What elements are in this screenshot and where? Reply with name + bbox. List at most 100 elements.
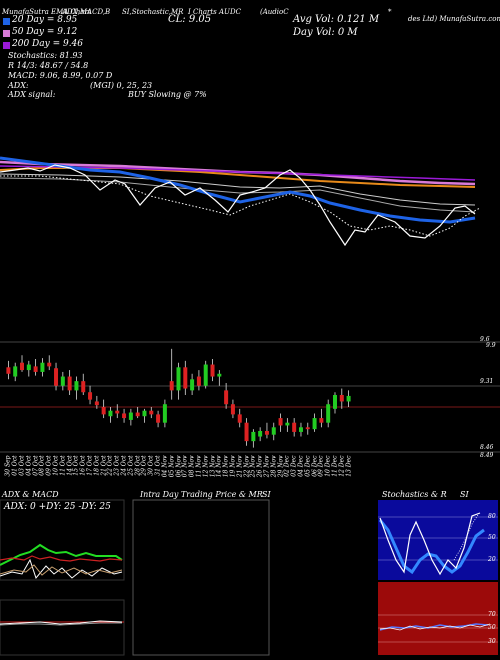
intraday-title: Intra Day Trading Price & MR <box>140 490 263 499</box>
candle-body <box>258 431 263 437</box>
rsi-label-50: 50 <box>488 624 496 631</box>
adx-white-line <box>0 558 123 580</box>
price-axis-high: 9.6 <box>480 336 490 343</box>
header-title-4: I Charts AUDC <box>188 8 241 16</box>
intraday-si: SI <box>262 490 271 499</box>
stoch-blue-line <box>378 519 485 575</box>
stoch-panel-bg <box>378 500 498 580</box>
adx-panel-frame <box>0 499 125 581</box>
rsi-label-30: 30 <box>488 638 496 645</box>
candle-body <box>33 366 38 372</box>
header-title-5: (AudioC <box>260 8 289 16</box>
candle-body <box>81 381 86 393</box>
candle-body <box>115 410 120 414</box>
adx-red-line <box>0 555 123 562</box>
adx-signal-label: ADX signal: <box>8 90 56 99</box>
price-axis-low2: 8.49 <box>480 452 494 459</box>
candle-body <box>54 368 59 386</box>
header-title-2: ADX,MACD,B <box>62 8 111 16</box>
candle-body <box>203 364 208 386</box>
date-tick-label: 03 Oct <box>18 455 26 476</box>
candle-body <box>183 367 188 389</box>
macd-panel-frame <box>0 599 125 656</box>
stoch-dotted-line <box>453 514 479 561</box>
candle-body <box>305 427 310 430</box>
r-line-value: R 14/3: 48.67 / 54.8 <box>8 61 89 70</box>
date-tick-label: 11 Oct <box>59 455 67 476</box>
date-tick-label: 04 Dec <box>297 455 305 477</box>
date-tick-label: 19 Nov <box>229 455 237 478</box>
intraday-panel-frame <box>132 499 270 656</box>
candle-body <box>169 381 174 391</box>
rsi-panel-bg <box>378 582 498 655</box>
candle-body <box>47 362 52 367</box>
star-mark: * <box>388 8 392 16</box>
candle-body <box>122 413 127 419</box>
candle-body <box>128 412 133 420</box>
candle-body <box>224 390 229 405</box>
header-title-6: des Ltd) MunafaSutra.com <box>408 15 500 23</box>
price-dotted-line <box>0 175 481 237</box>
candle-body <box>74 381 79 391</box>
candle-body <box>135 412 140 417</box>
rsi-blue-line <box>379 623 489 631</box>
date-tick-label: 04 Nov <box>161 455 169 478</box>
avg-volume: Avg Vol: 0.121 M <box>293 14 380 25</box>
candle-body <box>339 395 344 402</box>
macd-white-line <box>0 620 123 625</box>
candle-body <box>251 431 256 442</box>
stoch-label-50: 50 <box>488 534 496 541</box>
candle-body <box>319 418 324 423</box>
buy-signal: BUY Slowing @ 7% <box>128 90 207 99</box>
price-white-line <box>0 164 476 247</box>
header-title-3: SI,Stochastic,MR <box>122 8 184 16</box>
macd-gray-line <box>0 622 122 626</box>
candle-body <box>285 422 290 426</box>
legend-200day-label: 200 Day = 9.46 <box>12 39 84 49</box>
candle-body <box>108 410 113 417</box>
day-volume: Day Vol: 0 M <box>293 27 358 38</box>
candle-body <box>326 404 331 423</box>
candle-body <box>278 418 283 426</box>
date-tick-label: 05 Dec <box>304 455 312 477</box>
date-tick-label: 11 Nov <box>195 455 203 478</box>
macd-value: MACD: 9.06, 8.99, 0.07 D <box>8 71 113 80</box>
candle-body <box>156 414 161 423</box>
date-tick-label: 10 Oct <box>52 455 60 476</box>
date-tick-label: 11 Dec <box>331 455 339 477</box>
candle-body <box>142 410 147 417</box>
candle-body <box>6 367 11 374</box>
ema-chart <box>0 156 481 247</box>
stoch-si: SI <box>460 490 469 499</box>
rsi-label-70: 70 <box>488 611 496 618</box>
close-label: CL: 9.05 <box>168 14 212 25</box>
candle-body <box>292 422 297 432</box>
candle-body <box>244 422 249 442</box>
candle-body <box>237 414 242 423</box>
adx-tan-line <box>0 564 123 576</box>
candle-body <box>332 395 337 409</box>
candle-body <box>40 362 45 372</box>
price-axis-mid: 9.31 <box>480 378 494 385</box>
date-tick-label: 13 Dec <box>345 455 353 477</box>
legend-swatch-50day <box>3 30 10 37</box>
candle-body <box>217 373 222 377</box>
date-tick-label: 12 Dec <box>338 455 346 477</box>
candle-body <box>26 364 31 371</box>
date-tick-label: 24 Oct <box>120 455 128 476</box>
stochastics-value: Stochastics: 81.93 <box>8 51 83 60</box>
candle-body <box>176 367 181 391</box>
legend-swatch-200day <box>3 42 10 49</box>
legend-20day-label: 20 Day = 8.95 <box>12 15 78 25</box>
date-tick-label: 25 Oct <box>127 455 135 476</box>
stoch-label-80: 80 <box>488 513 496 520</box>
date-tick-label: 21 Nov <box>236 455 244 478</box>
legend-swatch-20day <box>3 18 10 25</box>
candle-body <box>298 427 303 432</box>
adx-macd-title: ADX & MACD <box>2 490 59 499</box>
date-tick-label: 27 Nov <box>263 455 271 478</box>
price-axis-high2: 9.9 <box>486 342 496 349</box>
date-tick-label: 17 Oct <box>86 455 94 476</box>
adx-green-line <box>0 543 123 566</box>
ema-gray-line-1 <box>0 173 476 206</box>
